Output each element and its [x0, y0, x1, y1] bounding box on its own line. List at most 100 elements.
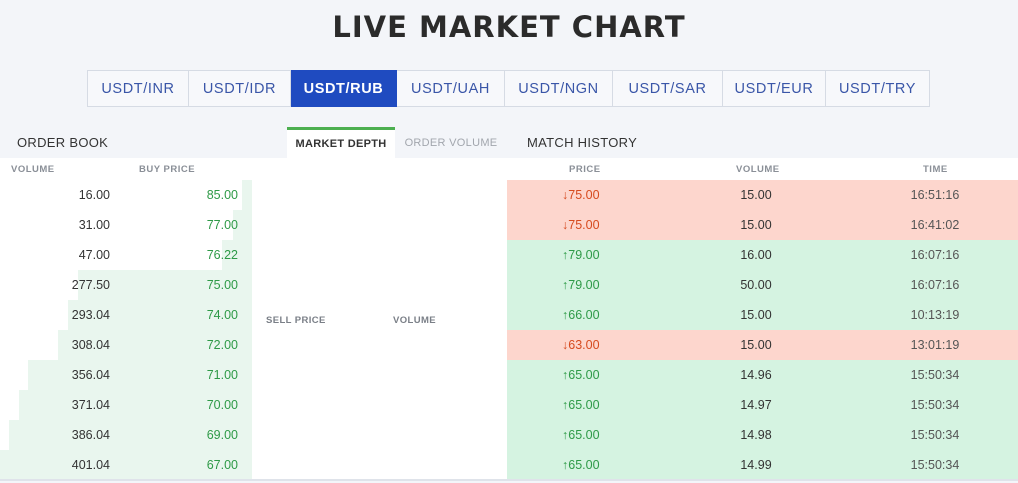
page-title: LIVE MARKET CHART — [332, 10, 686, 44]
match-time: 15:50:34 — [910, 368, 960, 382]
order-book-panel: VOLUME BUY PRICE 16.00 85.00 31.00 77.00 47.… — [0, 158, 252, 480]
order-book-row: 47.00 76.22 — [0, 240, 252, 270]
order-volume: 356.04 — [71, 368, 110, 382]
order-book-row: 356.04 71.00 — [0, 360, 252, 390]
pair-button-usdt-rub[interactable]: USDT/RUB — [291, 70, 397, 107]
arrow-up-icon: ↑ — [562, 248, 569, 262]
buy-price: 71.00 — [206, 368, 238, 382]
order-volume: 371.04 — [71, 398, 110, 412]
match-price: ↓63.00 — [562, 338, 600, 352]
pair-button-usdt-ngn[interactable]: USDT/NGN — [505, 70, 613, 107]
order-volume: 31.00 — [78, 218, 110, 232]
arrow-up-icon: ↑ — [562, 398, 569, 412]
match-volume: 15.00 — [740, 338, 772, 352]
match-history-row: ↓63.00 15.00 13:01:19 — [507, 330, 1018, 360]
match-history-row: ↓75.00 15.00 16:41:02 — [507, 210, 1018, 240]
pair-button-usdt-sar[interactable]: USDT/SAR — [613, 70, 723, 107]
match-history-row: ↑79.00 16.00 16:07:16 — [507, 240, 1018, 270]
tab-order-book[interactable]: ORDER BOOK — [17, 135, 109, 150]
match-time: 15:50:34 — [910, 458, 960, 472]
match-price-value: 65.00 — [568, 398, 600, 412]
match-history-panel: PRICE VOLUME TIME ↓75.00 15.00 16:51:16 ↓75… — [507, 158, 1018, 480]
match-price: ↑65.00 — [562, 368, 600, 382]
depth-bar — [18, 390, 252, 420]
match-price-value: 79.00 — [568, 248, 600, 262]
order-book-row: 308.04 72.00 — [0, 330, 252, 360]
arrow-down-icon: ↓ — [562, 188, 569, 202]
order-book-row: 277.50 75.00 — [0, 270, 252, 300]
match-volume: 14.96 — [740, 368, 772, 382]
arrow-down-icon: ↓ — [562, 338, 569, 352]
match-price-value: 75.00 — [568, 218, 600, 232]
match-time: 16:51:16 — [910, 188, 960, 202]
depth-bar — [77, 270, 252, 300]
match-history-row: ↓75.00 15.00 16:51:16 — [507, 180, 1018, 210]
order-book-row: 293.04 74.00 — [0, 300, 252, 330]
match-price-value: 65.00 — [568, 458, 600, 472]
match-price-value: 66.00 — [568, 308, 600, 322]
pair-button-usdt-eur[interactable]: USDT/EUR — [723, 70, 826, 107]
match-history-row: ↑65.00 14.97 15:50:34 — [507, 390, 1018, 420]
match-volume: 14.98 — [740, 428, 772, 442]
match-price-value: 63.00 — [568, 338, 600, 352]
depth-bar — [222, 240, 252, 270]
order-book-row: 16.00 85.00 — [0, 180, 252, 210]
order-volume: 16.00 — [78, 188, 110, 202]
match-history-row: ↑65.00 14.96 15:50:34 — [507, 360, 1018, 390]
arrow-down-icon: ↓ — [562, 218, 569, 232]
match-history-row: ↑65.00 14.99 15:50:34 — [507, 450, 1018, 480]
buy-price: 70.00 — [206, 398, 238, 412]
buy-price: 85.00 — [206, 188, 238, 202]
match-price-value: 79.00 — [568, 278, 600, 292]
match-price: ↑65.00 — [562, 458, 600, 472]
order-book-volume-header: VOLUME — [11, 164, 55, 175]
arrow-up-icon: ↑ — [562, 368, 569, 382]
match-price: ↑66.00 — [562, 308, 600, 322]
match-history-row: ↑65.00 14.98 15:50:34 — [507, 420, 1018, 450]
arrow-up-icon: ↑ — [562, 278, 569, 292]
order-book-buy-price-header: BUY PRICE — [139, 164, 196, 175]
pair-selector: USDT/INR USDT/IDR USDT/RUB USDT/UAH USDT/NGN… — [87, 70, 930, 107]
tab-match-history[interactable]: MATCH HISTORY — [527, 135, 638, 150]
match-time: 13:01:19 — [910, 338, 960, 352]
buy-price: 72.00 — [206, 338, 238, 352]
depth-bar — [58, 330, 252, 360]
match-price: ↓75.00 — [562, 188, 600, 202]
match-price: ↑65.00 — [562, 398, 600, 412]
tab-order-volume[interactable]: ORDER VOLUME — [404, 136, 498, 149]
arrow-up-icon: ↑ — [562, 308, 569, 322]
match-price-value: 65.00 — [568, 368, 600, 382]
match-price-header: PRICE — [569, 164, 601, 175]
match-time: 16:07:16 — [910, 278, 960, 292]
order-book-row: 31.00 77.00 — [0, 210, 252, 240]
pair-button-usdt-uah[interactable]: USDT/UAH — [397, 70, 505, 107]
buy-price: 77.00 — [206, 218, 238, 232]
order-volume: 277.50 — [71, 278, 110, 292]
buy-price: 74.00 — [206, 308, 238, 322]
pair-button-usdt-inr[interactable]: USDT/INR — [87, 70, 189, 107]
match-price-value: 75.00 — [568, 188, 600, 202]
order-book-row: 386.04 69.00 — [0, 420, 252, 450]
order-volume: 386.04 — [71, 428, 110, 442]
order-volume: 47.00 — [78, 248, 110, 262]
sell-volume-label: VOLUME — [393, 315, 437, 326]
buy-price: 75.00 — [206, 278, 238, 292]
divider — [0, 479, 1018, 481]
pair-button-usdt-idr[interactable]: USDT/IDR — [189, 70, 291, 107]
depth-bar — [9, 420, 252, 450]
match-time: 16:41:02 — [910, 218, 960, 232]
depth-bar — [0, 450, 252, 480]
pair-button-usdt-try[interactable]: USDT/TRY — [826, 70, 930, 107]
tab-market-depth[interactable]: MARKET DEPTH — [287, 127, 395, 158]
match-price-value: 65.00 — [568, 428, 600, 442]
market-depth-panel: SELL PRICE VOLUME — [252, 158, 507, 480]
match-time: 15:50:34 — [910, 398, 960, 412]
match-volume: 16.00 — [740, 248, 772, 262]
order-book-row: 371.04 70.00 — [0, 390, 252, 420]
depth-bar — [67, 300, 252, 330]
match-price: ↑79.00 — [562, 278, 600, 292]
match-time: 16:07:16 — [910, 248, 960, 262]
match-volume-header: VOLUME — [736, 164, 780, 175]
arrow-up-icon: ↑ — [562, 428, 569, 442]
arrow-up-icon: ↑ — [562, 458, 569, 472]
